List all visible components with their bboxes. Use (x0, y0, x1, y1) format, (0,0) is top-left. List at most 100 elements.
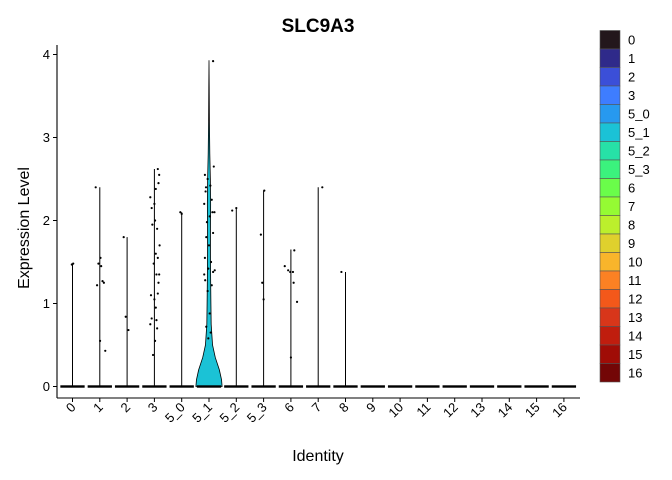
data-point (208, 215, 211, 218)
legend-swatch-8 (599, 215, 621, 235)
data-point (207, 337, 210, 340)
data-point (95, 284, 99, 287)
data-point (203, 173, 207, 176)
data-point (204, 190, 207, 193)
y-tick-label: 1 (43, 296, 50, 311)
y-tick-label: 4 (43, 47, 50, 62)
data-point (124, 315, 127, 318)
legend-label-2: 2 (628, 69, 635, 84)
legend-label-13: 13 (628, 310, 642, 325)
x-tick-label: 2 (117, 400, 133, 416)
x-tick-label: 15 (522, 400, 543, 421)
data-point (213, 211, 216, 214)
data-point (206, 177, 209, 181)
data-point (209, 331, 212, 334)
data-point (156, 256, 159, 259)
zero-points-3 (142, 385, 167, 388)
data-point (122, 236, 125, 239)
legend-label-14: 14 (628, 328, 642, 343)
x-tick-label: 11 (413, 400, 433, 420)
x-tick-label: 0 (63, 400, 79, 416)
x-tick-label: 7 (309, 400, 325, 416)
data-point (153, 202, 156, 205)
legend-label-11: 11 (628, 273, 642, 288)
plot-area (60, 60, 577, 388)
x-axis-title: Identity (292, 448, 344, 465)
legend-label-5_1: 5_1 (628, 125, 650, 140)
legend-swatch-2 (599, 67, 621, 87)
data-point (207, 244, 211, 247)
data-point (157, 281, 160, 284)
data-point (205, 221, 209, 224)
data-point (287, 269, 290, 272)
data-point (100, 265, 103, 268)
legend-label-5_0: 5_0 (628, 106, 650, 121)
zero-points-7 (306, 385, 331, 388)
x-tick-label: 16 (549, 400, 570, 421)
data-point (156, 227, 159, 230)
data-point (158, 173, 161, 176)
data-point (179, 211, 182, 214)
data-point (158, 244, 161, 247)
legend-label-12: 12 (628, 291, 642, 306)
data-point (149, 294, 153, 297)
legend-swatch-5_2 (599, 141, 621, 161)
data-point (155, 319, 158, 322)
data-point (157, 182, 160, 185)
data-point (211, 270, 215, 274)
zero-points-12 (442, 385, 467, 388)
data-point (204, 186, 208, 189)
legend-swatch-6 (599, 178, 621, 198)
data-point (209, 184, 212, 187)
x-tick-label: 5_3 (244, 400, 270, 426)
x-tick-label: 10 (385, 400, 406, 421)
data-point (153, 219, 157, 222)
data-point (153, 298, 156, 301)
data-point (283, 265, 286, 268)
legend-swatch-11 (599, 270, 621, 290)
data-point (295, 300, 299, 303)
data-point (292, 281, 295, 284)
legend-swatch-9 (599, 233, 621, 253)
data-point (235, 206, 238, 210)
y-axis: 0 1 2 3 4 (43, 45, 58, 398)
data-point (151, 223, 154, 226)
data-point (203, 256, 207, 259)
zero-points-5_3 (251, 385, 276, 388)
data-point (150, 317, 153, 320)
zero-points-5_0 (169, 385, 194, 388)
data-point (99, 256, 102, 259)
data-point (289, 270, 292, 274)
legend-label-9: 9 (628, 236, 635, 251)
data-point (156, 327, 159, 330)
y-tick-label: 0 (43, 379, 50, 394)
zero-points-8 (333, 385, 358, 388)
x-tick-label: 1 (90, 400, 106, 416)
legend-label-16: 16 (628, 365, 642, 380)
data-point (210, 198, 213, 201)
data-point (97, 262, 100, 265)
zero-points-2 (114, 385, 140, 388)
x-tick-label: 13 (467, 400, 488, 421)
zero-points-9 (360, 385, 385, 388)
legend-swatch-7 (599, 196, 621, 216)
data-point (203, 273, 206, 276)
data-point (209, 260, 213, 264)
legend-swatch-14 (599, 326, 621, 346)
legend-label-7: 7 (628, 199, 635, 214)
data-point (149, 196, 152, 199)
data-point (340, 270, 343, 274)
y-axis-title: Expression Level (16, 167, 33, 289)
x-tick-label: 9 (363, 400, 379, 416)
data-point (104, 349, 107, 352)
data-point (150, 206, 153, 210)
x-tick-label: 12 (440, 400, 461, 421)
data-point (155, 273, 158, 276)
zero-points-5_1 (196, 385, 222, 388)
data-point (205, 325, 208, 328)
data-point (321, 186, 324, 189)
data-point (72, 262, 75, 265)
legend-label-3: 3 (628, 88, 635, 103)
zero-points-11 (415, 385, 440, 388)
